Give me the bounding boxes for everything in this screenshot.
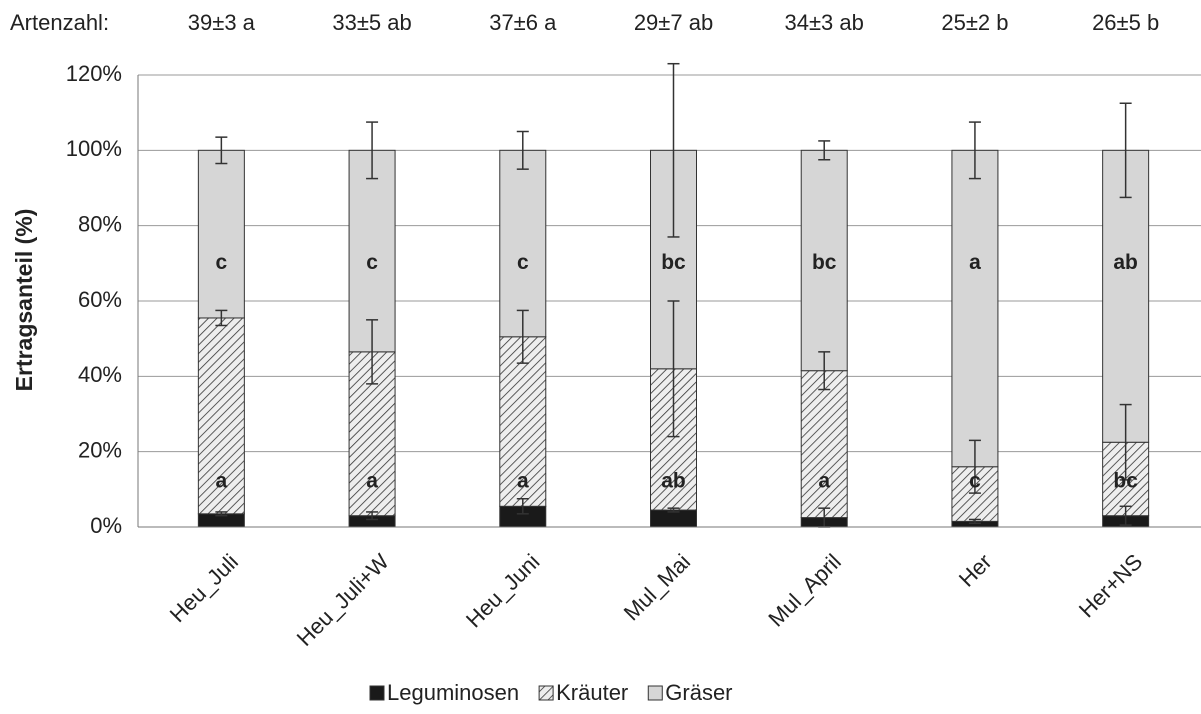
header-value: 34±3 ab	[785, 10, 864, 35]
bar-segment	[197, 317, 245, 515]
error-bar	[366, 121, 379, 180]
bar-segment	[800, 149, 848, 372]
bar-segment	[499, 149, 547, 338]
group-letter: bc	[1113, 469, 1138, 492]
error-bar	[968, 121, 981, 180]
y-tick-label: 60%	[78, 287, 122, 312]
bar-segment	[348, 149, 396, 353]
x-tick-label: Heu_Juli+W	[292, 549, 394, 651]
header-label: Artenzahl:	[10, 10, 109, 35]
group-letter: a	[969, 251, 981, 274]
error-bar	[215, 136, 228, 165]
error-bar	[215, 511, 228, 517]
header-value: 37±6 a	[489, 10, 557, 35]
error-bar	[516, 130, 529, 170]
legend-label: Gräser	[665, 680, 732, 705]
x-tick-label: Her	[954, 549, 997, 592]
error-bar	[667, 507, 680, 513]
bar-segment	[197, 149, 245, 319]
group-letter: a	[818, 469, 830, 492]
group-letter: ab	[661, 469, 686, 492]
group-letter: ab	[1113, 251, 1138, 274]
legend-swatch	[369, 685, 385, 701]
group-letter: c	[216, 251, 228, 274]
legend-swatch	[647, 685, 663, 701]
bar-segment	[1102, 149, 1150, 443]
group-letter: bc	[661, 251, 686, 274]
error-bar	[366, 319, 379, 385]
x-tick-label: Mul_Mai	[619, 549, 695, 625]
legend-label: Kräuter	[556, 680, 628, 705]
error-bar	[818, 140, 831, 161]
header-value: 26±5 b	[1092, 10, 1159, 35]
y-tick-label: 40%	[78, 362, 122, 387]
group-letter: c	[366, 251, 378, 274]
legend-swatch	[538, 685, 554, 701]
group-letter: a	[517, 469, 529, 492]
y-axis-title: Ertragsanteil (%)	[11, 209, 37, 392]
y-tick-label: 20%	[78, 437, 122, 462]
legend-label: Leguminosen	[387, 680, 519, 705]
header-value: 39±3 a	[188, 10, 256, 35]
error-bar	[215, 309, 228, 327]
error-bar	[1119, 505, 1132, 526]
y-tick-label: 100%	[66, 136, 122, 161]
group-letter: a	[366, 469, 378, 492]
header-value: 33±5 ab	[332, 10, 411, 35]
group-letter: a	[216, 469, 228, 492]
bar-segment	[800, 370, 848, 519]
y-tick-label: 120%	[66, 61, 122, 86]
error-bar	[667, 62, 680, 238]
error-bar	[1119, 102, 1132, 199]
error-bar	[1119, 403, 1132, 481]
error-bar	[968, 518, 981, 524]
header-value: 25±2 b	[941, 10, 1008, 35]
x-tick-label: Her+NS	[1074, 549, 1147, 622]
group-letter: bc	[812, 251, 837, 274]
y-tick-label: 0%	[90, 513, 122, 538]
x-tick-label: Heu_Juni	[461, 549, 544, 632]
group-letter: c	[969, 469, 981, 492]
error-bar	[667, 300, 680, 438]
x-tick-label: Mul_April	[763, 549, 846, 632]
error-bar	[366, 511, 379, 521]
y-tick-label: 80%	[78, 211, 122, 236]
x-tick-label: Heu_Juli	[165, 549, 243, 627]
group-letter: c	[517, 251, 529, 274]
error-bar	[516, 309, 529, 364]
error-bar	[818, 351, 831, 391]
header-value: 29±7 ab	[634, 10, 713, 35]
error-bar	[516, 498, 529, 515]
bar-segment	[951, 149, 999, 468]
error-bar	[968, 439, 981, 494]
